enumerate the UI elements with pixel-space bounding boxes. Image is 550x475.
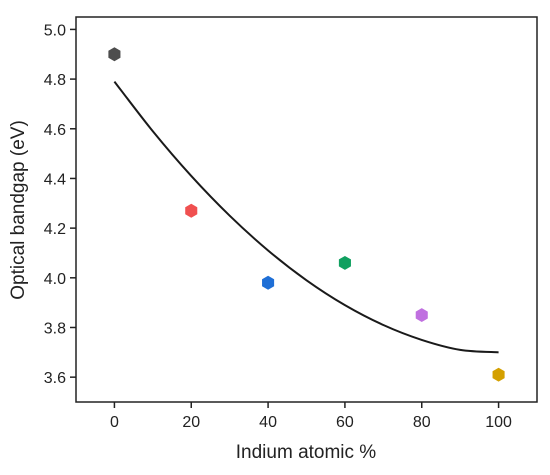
y-tick-label: 4.6 bbox=[44, 122, 66, 139]
data-point bbox=[262, 275, 275, 290]
y-tick-label: 4.8 bbox=[44, 72, 66, 89]
y-tick-label: 4.4 bbox=[44, 171, 66, 188]
fit-line bbox=[113, 80, 499, 354]
data-points bbox=[108, 47, 505, 382]
y-tick-label: 4.2 bbox=[44, 221, 66, 238]
data-point bbox=[338, 255, 351, 270]
x-axis-label: Indium atomic % bbox=[236, 442, 377, 463]
x-tick-label: 0 bbox=[110, 414, 119, 431]
y-tick-label: 3.8 bbox=[44, 320, 66, 337]
x-tick-label: 40 bbox=[259, 414, 277, 431]
y-axis-label: Optical bandgap (eV) bbox=[8, 120, 29, 300]
data-point bbox=[415, 308, 428, 323]
x-tick-label: 60 bbox=[336, 414, 354, 431]
y-tick-label: 4.0 bbox=[44, 271, 66, 288]
data-point bbox=[185, 203, 198, 218]
data-point bbox=[108, 47, 121, 62]
x-tick-label: 100 bbox=[485, 414, 512, 431]
x-tick-label: 80 bbox=[413, 414, 431, 431]
data-point bbox=[492, 367, 505, 382]
y-tick-label: 3.6 bbox=[44, 370, 66, 387]
y-tick-label: 5.0 bbox=[44, 22, 66, 39]
x-axis-ticks: 0 20 40 60 80 100 bbox=[110, 402, 512, 431]
y-axis-ticks: 3.6 3.8 4.0 4.2 4.4 4.6 4.8 5.0 bbox=[44, 22, 76, 387]
x-tick-label: 20 bbox=[182, 414, 200, 431]
plot-frame bbox=[75, 16, 538, 403]
